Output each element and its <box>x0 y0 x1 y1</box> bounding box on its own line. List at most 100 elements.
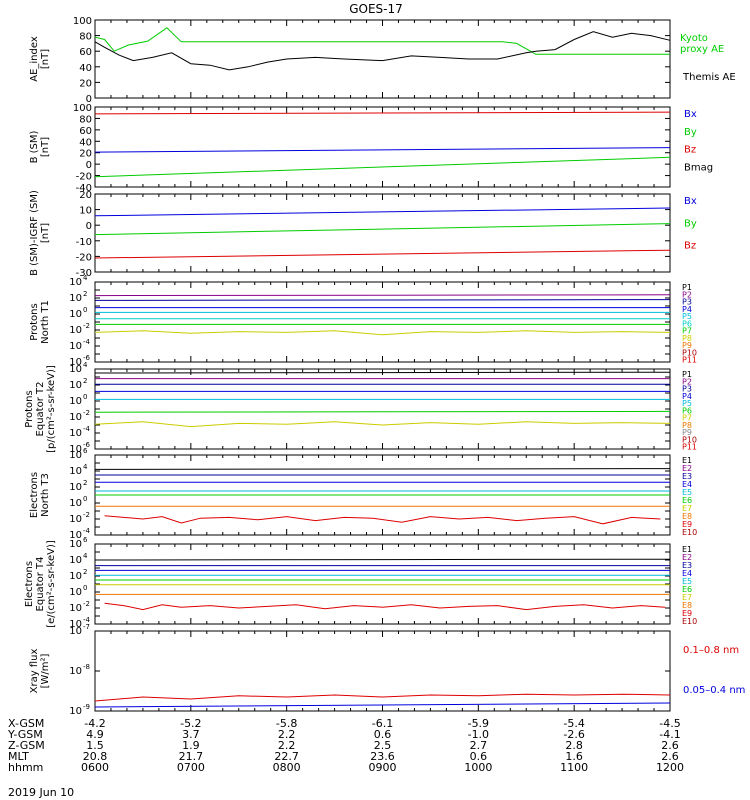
legend-label: E10 <box>682 528 697 537</box>
y-tick-label: 10 <box>69 277 82 288</box>
y-tick-label: 10 <box>69 666 82 677</box>
y-tick-label: -10 <box>76 237 92 248</box>
ephemeris-value: 1.9 <box>182 739 200 752</box>
ephemeris-value: -1.0 <box>468 728 489 741</box>
legend-label: E6 <box>682 496 692 505</box>
y-tick-exponent: 4 <box>83 361 88 369</box>
y-tick-label: 20 <box>79 149 92 160</box>
y-tick-exponent: 6 <box>83 536 88 544</box>
y-axis-title: Xray flux <box>29 649 40 694</box>
y-tick-label: 10 <box>69 325 82 336</box>
y-tick-exponent: 2 <box>83 290 87 298</box>
ephemeris-value: -5.4 <box>563 717 584 730</box>
legend-label: Themis AE <box>682 72 736 83</box>
legend-label: E8 <box>682 601 692 610</box>
y-tick-label: 100 <box>73 16 92 27</box>
y-tick-label: 10 <box>69 514 82 525</box>
y-axis-title: [nT] <box>40 137 51 157</box>
ephemeris-value: 3.7 <box>182 728 200 741</box>
y-tick-label: 20 <box>79 190 92 201</box>
y-tick-exponent: 4 <box>83 274 88 282</box>
legend-label: E7 <box>682 504 692 513</box>
legend-label: E3 <box>682 472 692 481</box>
series-line-By <box>94 223 671 236</box>
y-tick-label: 10 <box>69 396 82 407</box>
ephemeris-value: 2.8 <box>565 739 583 752</box>
ephemeris-value: -4.2 <box>84 717 105 730</box>
y-tick-exponent: -6 <box>83 441 91 449</box>
y-tick-exponent: 4 <box>83 463 88 471</box>
ephemeris-row-label: hhmm <box>8 761 43 774</box>
ephemeris-row-label: X-GSM <box>8 717 44 730</box>
y-tick-label: 100 <box>73 103 92 114</box>
chart-title: GOES-17 <box>349 2 403 16</box>
y-axis-title: North T1 <box>40 300 51 344</box>
legend-label: E6 <box>682 585 692 594</box>
y-tick-label: -30 <box>76 268 92 279</box>
y-tick-label: -20 <box>76 172 92 183</box>
ephemeris-value: 0700 <box>177 761 205 774</box>
series-line-Bx <box>94 207 671 217</box>
legend-label: P5 <box>682 399 692 408</box>
y-tick-exponent: 0 <box>83 495 87 503</box>
legend-label: E4 <box>682 569 692 578</box>
ephemeris-value: -6.1 <box>372 717 393 730</box>
ephemeris-value: 0.6 <box>374 728 392 741</box>
ephemeris-row-label: MLT <box>8 750 29 763</box>
y-tick-label: 10 <box>69 626 82 637</box>
legend-label: P9 <box>682 428 692 437</box>
legend-label: P5 <box>682 312 692 321</box>
legend-label: P8 <box>682 421 692 430</box>
y-axis-title: Protons <box>29 303 40 340</box>
y-tick-exponent: -2 <box>83 600 90 608</box>
y-tick-exponent: 0 <box>83 584 87 592</box>
legend-label: P11 <box>682 443 697 452</box>
y-tick-label: 0 <box>86 160 92 171</box>
series-line-0.1–0.8-nm <box>94 693 671 702</box>
legend-label: E7 <box>682 593 692 602</box>
legend-label: P4 <box>682 305 692 314</box>
y-tick-exponent: -9 <box>83 703 90 711</box>
legend-label: E5 <box>682 488 692 497</box>
y-tick-label: 10 <box>69 364 82 375</box>
y-axis-title: B (SM) <box>29 130 40 163</box>
series-line-P1 <box>94 371 671 374</box>
ephemeris-value: -5.2 <box>180 717 201 730</box>
y-tick-exponent: 2 <box>83 568 87 576</box>
legend-label: P10 <box>682 348 697 357</box>
y-tick-label: 20 <box>79 78 92 89</box>
y-tick-exponent: -4 <box>83 338 91 346</box>
y-tick-label: 0 <box>86 94 92 105</box>
ephemeris-value: 0800 <box>273 761 301 774</box>
legend-label: P1 <box>682 370 692 379</box>
y-tick-label: 10 <box>69 444 82 455</box>
ephemeris-value: 0.6 <box>470 750 488 763</box>
legend-label: Bx <box>684 109 697 120</box>
ephemeris-value: 2.7 <box>470 739 488 752</box>
ephemeris-value: 2.2 <box>278 739 296 752</box>
y-axis-title: Electrons <box>29 472 40 518</box>
legend-label: E8 <box>682 512 692 521</box>
series-line-Themis-AE <box>94 31 671 71</box>
y-axis-title: Equator T4 <box>35 557 46 612</box>
legend-label: Kyoto <box>680 33 708 44</box>
ephemeris-value: -4.5 <box>659 717 680 730</box>
ephemeris-value: 4.9 <box>86 728 104 741</box>
ephemeris-value: 21.7 <box>179 750 204 763</box>
ephemeris-value: -2.6 <box>563 728 584 741</box>
series-line-E9 <box>104 602 666 611</box>
y-tick-label: 10 <box>69 412 82 423</box>
legend-label: Bz <box>684 241 696 252</box>
legend-label: P2 <box>682 377 692 386</box>
y-tick-label: 10 <box>69 341 82 352</box>
ephemeris-row-label: Z-GSM <box>8 739 45 752</box>
legend-label: Bz <box>684 145 696 156</box>
ephemeris-value: 2.5 <box>374 739 392 752</box>
ephemeris-value: 1200 <box>656 761 684 774</box>
y-tick-label: -40 <box>76 183 92 194</box>
series-line-E9 <box>104 515 661 525</box>
